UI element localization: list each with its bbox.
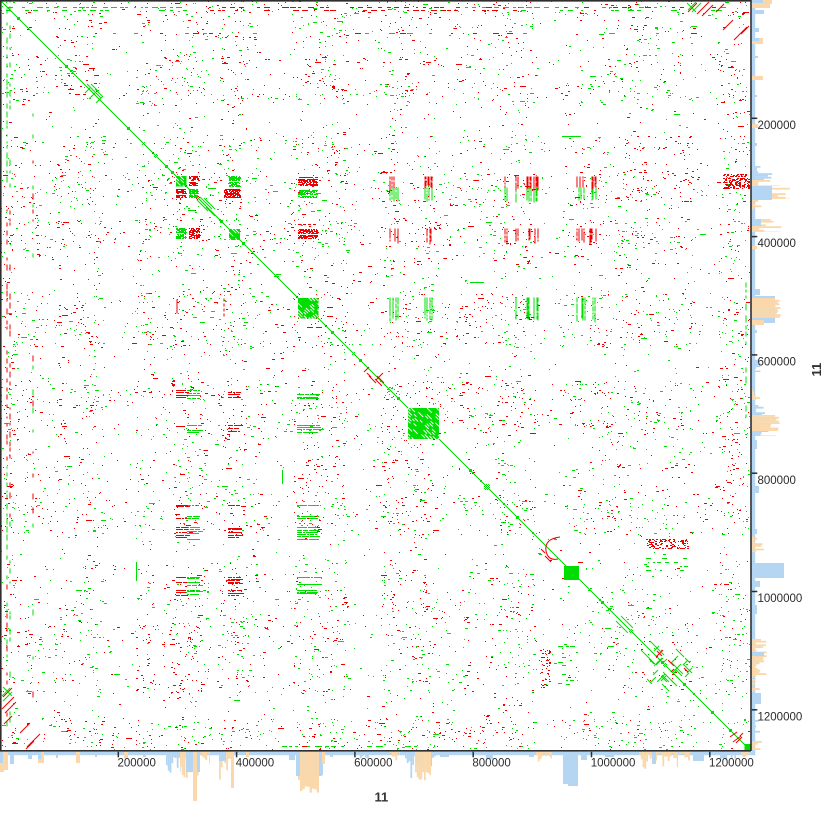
svg-text:1200000: 1200000 [709,758,754,770]
svg-text:200000: 200000 [758,120,796,132]
svg-text:1000000: 1000000 [591,758,636,770]
svg-text:1200000: 1200000 [758,711,803,723]
svg-text:11: 11 [375,790,389,805]
svg-text:800000: 800000 [758,475,796,487]
svg-text:400000: 400000 [758,238,796,250]
svg-text:11: 11 [809,363,824,377]
svg-text:1000000: 1000000 [758,593,803,605]
svg-text:400000: 400000 [236,758,274,770]
svg-text:800000: 800000 [472,758,510,770]
svg-text:200000: 200000 [118,758,156,770]
svg-text:600000: 600000 [758,357,796,369]
svg-text:600000: 600000 [354,758,392,770]
